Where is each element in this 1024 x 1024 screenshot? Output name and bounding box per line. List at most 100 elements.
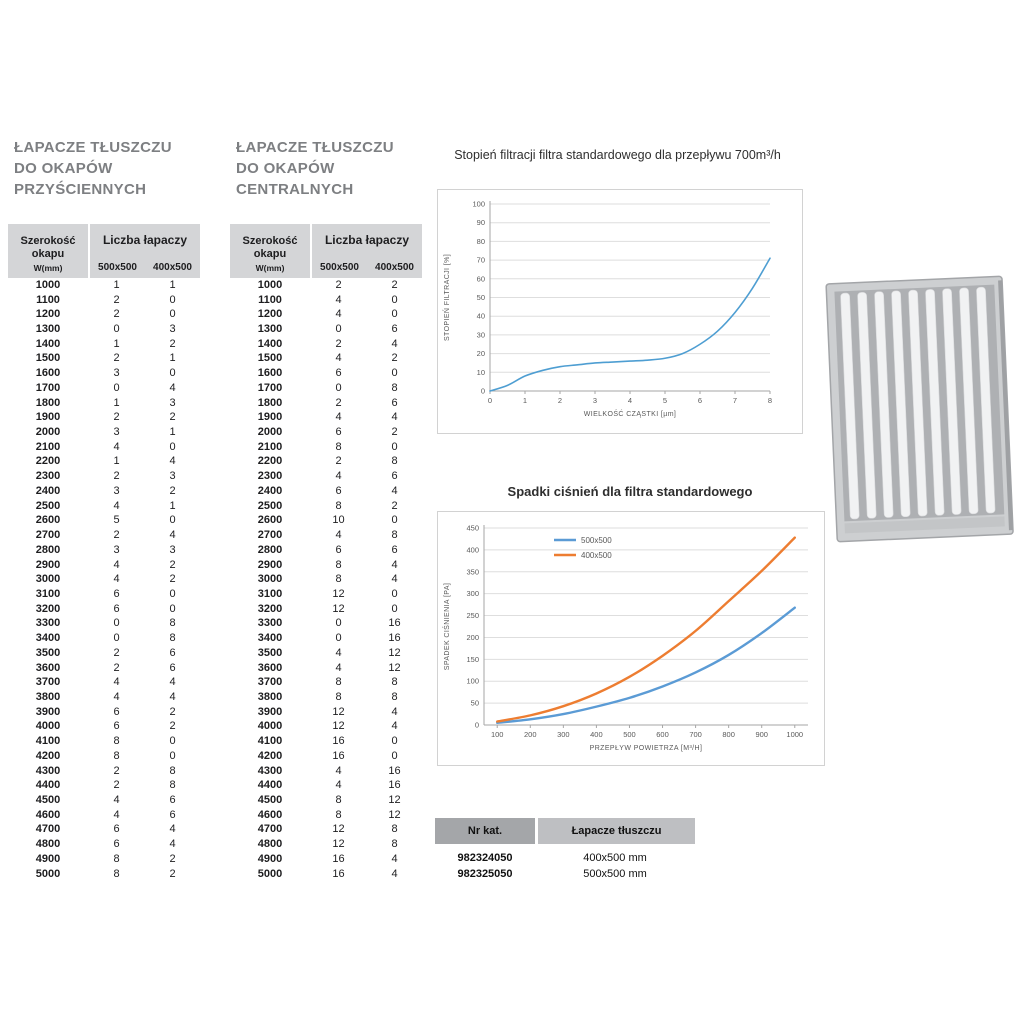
svg-text:900: 900 [755, 730, 768, 739]
svg-text:700: 700 [689, 730, 702, 739]
central-hoods-table-body: 1000 2 2 1100 4 0 1200 4 0 1300 0 6 1400 2 4 1500 4 2 1600… [230, 278, 422, 881]
table-row: 3200 6 0 [35, 602, 176, 615]
table-row: 2700 2 4 [35, 529, 176, 542]
table-row: 2500 8 2 [257, 499, 398, 512]
wall-hoods-quantity-table: Szerokość okapu W(mm) Liczba łapaczy 500… [8, 224, 200, 881]
table-row: 3500 2 6 [35, 646, 176, 659]
table-row: 4400 4 16 [257, 779, 401, 792]
table-row: 2400 6 4 [257, 484, 398, 497]
table-row: 2900 4 2 [35, 558, 176, 571]
table-row: 3900 12 4 [257, 705, 398, 718]
catalog-number-header: Nr kat. [435, 818, 535, 844]
table-row: 4100 8 0 [35, 735, 176, 748]
svg-text:8: 8 [768, 396, 772, 405]
table-row: 3300 0 8 [35, 617, 176, 630]
table-row: 1900 4 4 [257, 411, 398, 424]
table-row: 5000 8 2 [35, 867, 176, 880]
table-row: 1400 1 2 [35, 337, 176, 350]
svg-text:350: 350 [466, 567, 479, 576]
size-column-header-400: 400x500 [145, 256, 200, 278]
table-row: 2700 4 8 [257, 529, 398, 542]
svg-text:3: 3 [593, 396, 597, 405]
width-header-unit: W(mm) [255, 262, 285, 273]
table-row: 1200 2 0 [35, 308, 176, 321]
svg-text:0: 0 [488, 396, 492, 405]
central-hoods-section-heading: ŁAPACZE TŁUSZCZU DO OKAPÓW CENTRALNYCH [236, 137, 446, 200]
table-row: 1000 1 1 [35, 278, 176, 291]
heading-line: ŁAPACZE TŁUSZCZU [14, 139, 172, 156]
table-row: 3000 4 2 [35, 573, 176, 586]
table-row: 4600 4 6 [35, 808, 176, 821]
width-header-unit: W(mm) [33, 262, 63, 273]
table-row: 3500 4 12 [257, 646, 401, 659]
table-row: 2300 4 6 [257, 470, 398, 483]
svg-text:1: 1 [523, 396, 527, 405]
table-row: 1500 2 1 [35, 352, 176, 365]
wall-hoods-section-heading: ŁAPACZE TŁUSZCZU DO OKAPÓW PRZYŚCIENNYCH [14, 137, 224, 200]
table-row: 1300 0 6 [257, 323, 398, 336]
table-row: 3700 4 4 [35, 676, 176, 689]
count-group-header: Liczba łapaczy [88, 224, 200, 256]
table-row: 2000 6 2 [257, 426, 398, 439]
svg-text:30: 30 [477, 330, 485, 339]
svg-text:20: 20 [477, 349, 485, 358]
table-row: 3100 12 0 [257, 587, 398, 600]
svg-text:400: 400 [590, 730, 603, 739]
table-row: 4000 6 2 [35, 720, 176, 733]
svg-text:500: 500 [623, 730, 636, 739]
table-row: 4700 6 4 [35, 823, 176, 836]
table-row: 4500 8 12 [257, 794, 401, 807]
table-row: 4100 16 0 [257, 735, 398, 748]
table-row: 2600 5 0 [35, 514, 176, 527]
svg-text:7: 7 [733, 396, 737, 405]
grease-filter-product-image [825, 275, 1014, 543]
svg-text:500x500: 500x500 [581, 536, 612, 545]
table-row: 2500 4 1 [35, 499, 176, 512]
central-hoods-quantity-table: Szerokość okapu W(mm) Liczba łapaczy 500… [230, 224, 422, 881]
table-row: 1200 4 0 [257, 308, 398, 321]
heading-line: ŁAPACZE TŁUSZCZU [236, 139, 394, 156]
table-row: 3200 12 0 [257, 602, 398, 615]
svg-text:4: 4 [628, 396, 632, 405]
svg-text:450: 450 [466, 524, 479, 533]
table-row: 1800 1 3 [35, 396, 176, 409]
table-row: 2400 3 2 [35, 484, 176, 497]
table-row: 4800 6 4 [35, 838, 176, 851]
svg-text:100: 100 [466, 677, 479, 686]
table-row: 1900 2 2 [35, 411, 176, 424]
table-row: 3800 8 8 [257, 690, 398, 703]
wall-hoods-table-body: 1000 1 1 1100 2 0 1200 2 0 1300 0 3 1400 1 2 1500 2 1 1600… [8, 278, 200, 881]
table-row: 1700 0 8 [257, 381, 398, 394]
heading-line: CENTRALNYCH [236, 181, 354, 198]
svg-text:200: 200 [524, 730, 537, 739]
svg-text:90: 90 [477, 218, 485, 227]
table-row: 1500 4 2 [257, 352, 398, 365]
heading-line: PRZYŚCIENNYCH [14, 181, 147, 198]
size-column-header-400: 400x500 [367, 256, 422, 278]
svg-text:5: 5 [663, 396, 667, 405]
table-row: 3900 6 2 [35, 705, 176, 718]
svg-text:STOPIEŃ FILTRACJI [%]: STOPIEŃ FILTRACJI [%] [442, 254, 451, 341]
table-row: 2000 3 1 [35, 426, 176, 439]
width-header-title: Szerokość okapu [20, 234, 76, 260]
svg-text:400: 400 [466, 545, 479, 554]
table-row: 4300 4 16 [257, 764, 401, 777]
svg-text:SPADEK CIŚNIENIA [PA]: SPADEK CIŚNIENIA [PA] [442, 583, 451, 671]
table-row: 4900 8 2 [35, 852, 176, 865]
table-row: 1300 0 3 [35, 323, 176, 336]
table-row: 4600 8 12 [257, 808, 401, 821]
svg-text:PRZEPŁYW POWIETRZA [M³/H]: PRZEPŁYW POWIETRZA [M³/H] [590, 745, 703, 752]
svg-text:2: 2 [558, 396, 562, 405]
table-row: 3600 4 12 [257, 661, 401, 674]
width-header-title: Szerokość okapu [242, 234, 298, 260]
svg-text:50: 50 [477, 293, 485, 302]
svg-text:150: 150 [466, 655, 479, 664]
table-row: 982324050 400x500 mm [457, 852, 647, 864]
svg-text:40: 40 [477, 312, 485, 321]
table-row: 3700 8 8 [257, 676, 398, 689]
table-row: 1000 2 2 [257, 278, 398, 291]
table-row: 2100 4 0 [35, 440, 176, 453]
table-row: 3300 0 16 [257, 617, 401, 630]
table-row: 4200 16 0 [257, 749, 398, 762]
svg-text:300: 300 [557, 730, 570, 739]
